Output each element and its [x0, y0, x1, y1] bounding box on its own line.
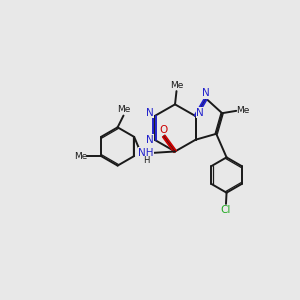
Text: N: N	[196, 108, 204, 118]
Text: Me: Me	[74, 152, 87, 160]
Text: Me: Me	[170, 81, 183, 90]
Text: N: N	[146, 108, 154, 118]
Text: Cl: Cl	[221, 205, 231, 215]
Text: H: H	[143, 156, 149, 165]
Text: Me: Me	[117, 105, 130, 114]
Text: NH: NH	[138, 148, 154, 158]
Text: O: O	[160, 125, 168, 135]
Text: N: N	[202, 88, 210, 98]
Text: Me: Me	[236, 106, 249, 115]
Text: N: N	[146, 135, 154, 145]
